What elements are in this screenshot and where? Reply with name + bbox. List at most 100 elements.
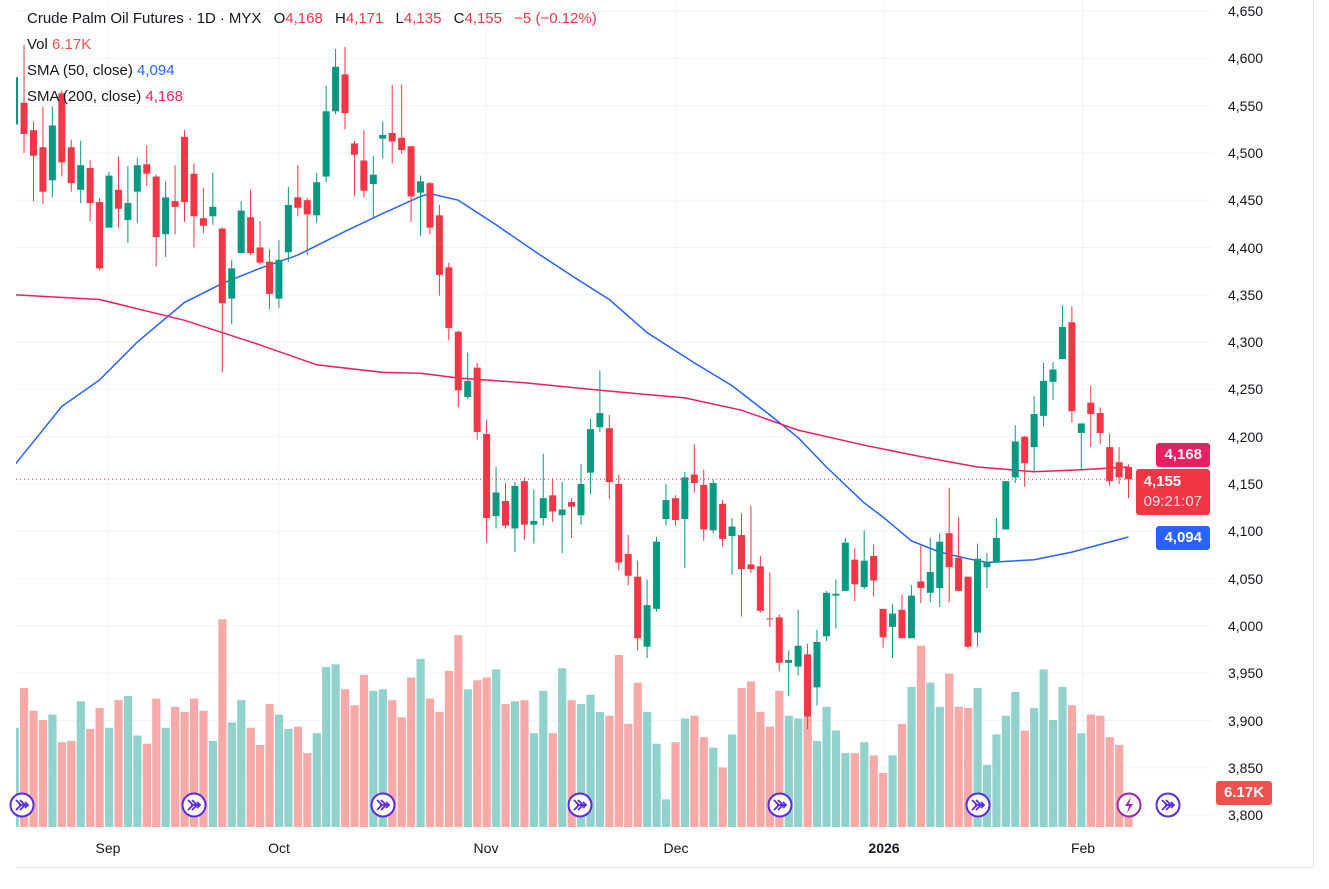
rollover-event-icon[interactable] <box>1155 792 1181 818</box>
volume-bar <box>501 704 510 827</box>
rollover-event-icon[interactable] <box>370 792 396 818</box>
volume-bar <box>435 711 444 827</box>
candle-body <box>737 535 745 570</box>
volume-bar <box>1001 715 1010 827</box>
candle-body <box>228 268 236 299</box>
volume-bar <box>605 715 614 827</box>
volume-bar <box>388 700 397 827</box>
volume-bar <box>407 677 416 827</box>
candle-body <box>350 143 358 155</box>
rollover-event-icon[interactable] <box>181 792 207 818</box>
volume-bar <box>369 690 378 827</box>
rollover-event-icon[interactable] <box>9 792 35 818</box>
chart-legend: Crude Palm Oil Futures · 1D · MYX O4,168 H4,… <box>27 6 597 110</box>
price-tick-label: 4,050 <box>1228 570 1264 587</box>
candle-body <box>681 477 689 520</box>
candle-body <box>67 147 75 184</box>
volume-bar <box>756 711 765 827</box>
time-label-sep: Sep <box>95 840 121 856</box>
sma200-line <box>16 294 1129 473</box>
volume-legend[interactable]: Vol 6.17K <box>27 32 597 58</box>
candle-body <box>662 500 670 520</box>
candle-body <box>256 247 264 263</box>
candle-body <box>77 165 85 190</box>
rollover-event-icon[interactable] <box>965 792 991 818</box>
candle-body <box>445 267 453 328</box>
volume-bar <box>558 668 567 827</box>
candle-body <box>520 481 528 525</box>
volume-bar <box>38 719 48 827</box>
rollover-event-icon[interactable] <box>567 792 593 818</box>
volume-bar <box>775 690 784 827</box>
volume-bar <box>916 645 926 827</box>
price-tick-label: 3,950 <box>1228 665 1264 682</box>
candle-body <box>539 498 547 519</box>
volume-bar <box>709 747 718 827</box>
candle-body <box>473 367 481 432</box>
candle-body <box>832 593 840 596</box>
candle-body <box>58 93 66 163</box>
close-label: C <box>453 10 465 27</box>
volume-bar <box>926 682 935 827</box>
candle-body <box>511 485 519 529</box>
candle-body <box>936 541 944 589</box>
volume-bar <box>624 723 633 827</box>
volume-bar <box>737 688 746 827</box>
candle-body <box>190 173 198 217</box>
candle-body <box>218 228 226 304</box>
open-label: O <box>273 10 286 27</box>
volume-bar <box>860 742 869 827</box>
volume-bar <box>171 706 180 827</box>
vol-value: 6.17K <box>52 36 92 53</box>
candle-body <box>20 102 28 134</box>
volume-bar <box>199 710 208 827</box>
volume-bar <box>803 717 812 827</box>
volume-bar <box>95 707 104 827</box>
candle-body <box>426 183 434 228</box>
volume-bar <box>76 701 85 827</box>
sma200-legend[interactable]: SMA (200, close) 4,168 <box>27 84 597 110</box>
candle-body <box>492 492 500 517</box>
volume-bar <box>746 681 756 827</box>
candle-body <box>483 433 491 519</box>
symbol-name[interactable]: Crude Palm Oil Futures <box>27 10 184 27</box>
price-tick-label: 4,000 <box>1228 617 1264 634</box>
lightning-event-icon[interactable] <box>1116 792 1142 818</box>
candle-body <box>671 498 679 520</box>
candle-body <box>558 509 566 516</box>
candle-body <box>369 174 377 185</box>
volume-bar <box>48 714 57 827</box>
sma200-value: 4,168 <box>145 88 183 105</box>
candle-body <box>653 541 661 609</box>
symbol-row: Crude Palm Oil Futures · 1D · MYX O4,168 H4,… <box>27 6 597 32</box>
volume-bar <box>652 743 661 827</box>
candle-body <box>313 182 321 216</box>
volume-bar <box>869 755 878 827</box>
candle-body <box>983 562 991 568</box>
price-tick-label: 4,150 <box>1228 476 1264 492</box>
sma50-legend[interactable]: SMA (50, close) 4,094 <box>27 58 597 84</box>
candle-body <box>822 592 830 637</box>
volume-bar <box>57 742 66 827</box>
price-tick-label: 4,450 <box>1228 192 1264 209</box>
change-value: −5 (−0.12%) <box>514 10 597 27</box>
volume-bar <box>586 694 595 827</box>
last-price-tag: 4,155 09:21:07 <box>1135 469 1210 515</box>
volume-bar <box>29 710 38 827</box>
rollover-event-icon[interactable] <box>767 792 793 818</box>
candle-body <box>501 501 509 526</box>
candle-body <box>379 134 387 139</box>
volume-bar <box>671 742 680 827</box>
volume-bar <box>954 706 963 827</box>
candle-body <box>96 202 104 269</box>
time-label-oct: Oct <box>268 840 290 856</box>
price-chart[interactable] <box>0 0 1313 867</box>
volume-bar <box>973 688 982 827</box>
candle-body <box>1096 413 1104 433</box>
candle-body <box>332 66 340 112</box>
candle-body <box>568 501 576 507</box>
volume-bar <box>359 674 369 827</box>
high-label: H <box>334 10 346 27</box>
exchange: MYX <box>228 10 262 27</box>
volume-bar <box>86 728 95 827</box>
